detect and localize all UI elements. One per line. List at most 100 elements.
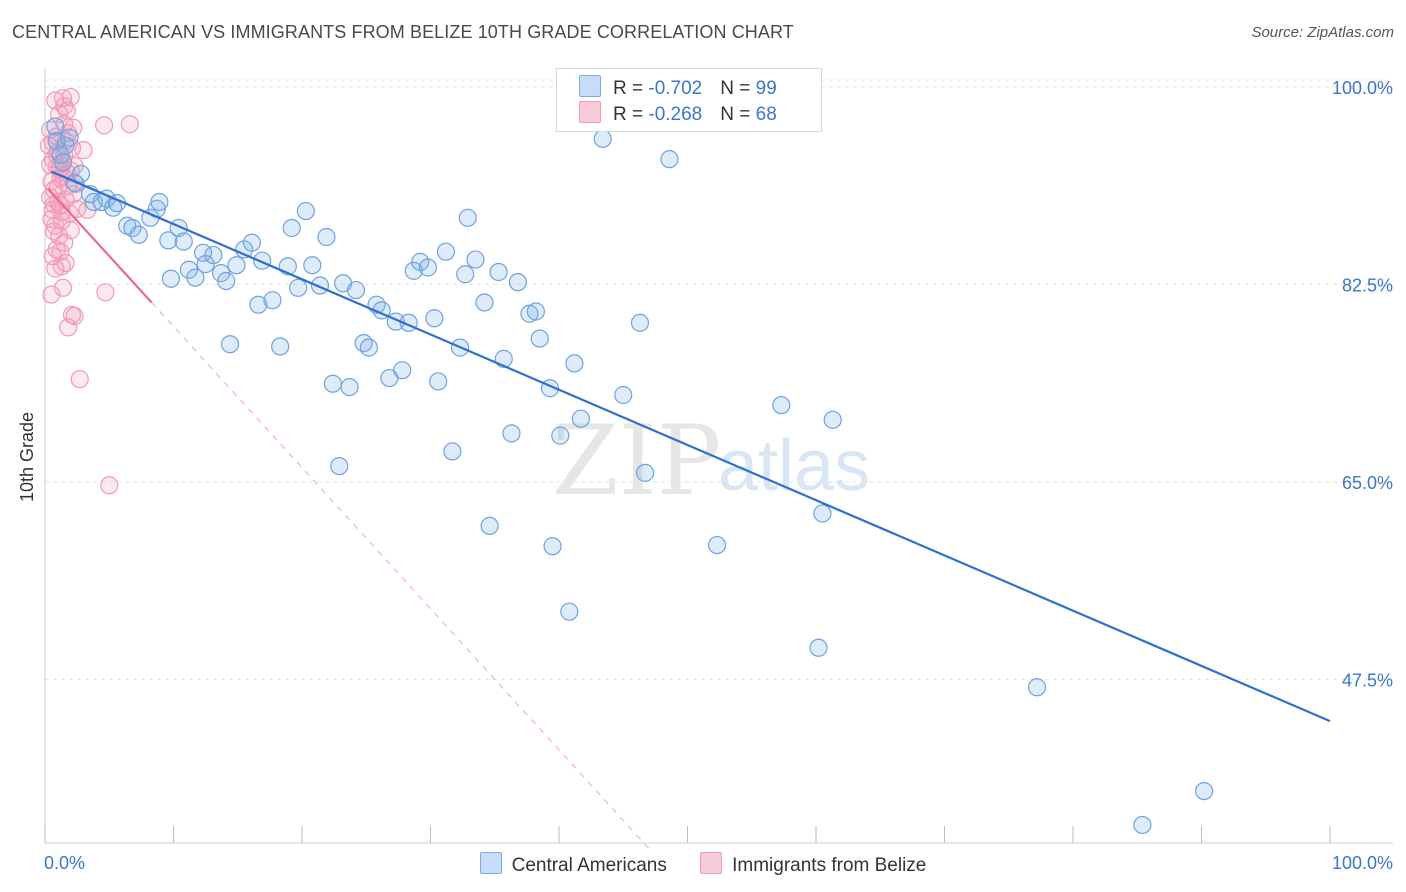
legend-item-central-americans[interactable]: Central Americans — [479, 852, 667, 877]
point-belize — [47, 240, 66, 259]
stats-legend: R = -0.702 N = 99 R = -0.268 N = 68 — [556, 68, 822, 132]
point-central — [543, 537, 562, 556]
point-central — [813, 504, 832, 523]
point-central — [630, 313, 650, 332]
point-belize — [96, 283, 115, 302]
point-central — [418, 258, 438, 277]
point-central — [150, 192, 169, 212]
legend-swatch-belize — [700, 852, 723, 874]
point-central — [593, 129, 612, 148]
r-value-central: -0.702 — [648, 78, 703, 99]
point-belize — [56, 253, 75, 273]
source-label: Source: ZipAtlas.com — [1251, 24, 1394, 41]
point-central — [456, 265, 475, 284]
point-central — [635, 463, 655, 482]
point-belize — [55, 97, 74, 116]
trend-line-central — [50, 170, 1331, 723]
point-central — [551, 426, 570, 445]
point-central — [161, 269, 181, 288]
trend-lines-dashed — [151, 302, 650, 850]
point-central — [46, 117, 65, 136]
legend-swatch-central — [579, 75, 601, 97]
point-central — [242, 233, 261, 252]
trend-line-belize-extension — [151, 302, 650, 850]
trend-line-belize — [46, 187, 153, 304]
point-belize — [44, 195, 64, 214]
point-central — [489, 262, 508, 282]
point-central — [660, 150, 679, 169]
point-central — [425, 309, 444, 328]
point-central — [174, 232, 193, 251]
point-central — [296, 201, 315, 221]
point-central — [560, 602, 579, 621]
point-central — [317, 227, 336, 247]
point-central — [1027, 678, 1047, 697]
legend-swatch-central — [479, 852, 502, 874]
point-central — [404, 261, 423, 280]
point-central — [186, 268, 205, 287]
series-legend: Central Americans Immigrants from Belize — [0, 852, 1406, 877]
r-label: R = — [613, 104, 649, 125]
point-central — [282, 218, 301, 238]
x-tick-label-max: 100.0% — [1332, 853, 1393, 873]
point-central — [393, 361, 412, 380]
point-central — [565, 354, 584, 373]
point-central — [53, 153, 73, 172]
x-tick-label-min: 0.0% — [44, 853, 85, 873]
point-central — [429, 372, 448, 391]
stats-legend-row-central: R = -0.702 N = 99 — [579, 75, 777, 101]
legend-label-belize: Immigrants from Belize — [732, 855, 927, 876]
watermark: ZIP atlas — [552, 405, 870, 517]
point-central — [526, 302, 545, 321]
point-belize — [65, 306, 84, 326]
point-central — [480, 516, 499, 536]
point-central — [475, 293, 494, 312]
point-belize — [46, 216, 65, 235]
legend-item-immigrants-from-belize[interactable]: Immigrants from Belize — [700, 852, 926, 877]
y-tick-label: 82.5% — [1342, 275, 1393, 295]
watermark-atlas: atlas — [718, 426, 870, 506]
n-value-central: 99 — [755, 78, 777, 99]
grid-lines — [45, 79, 1390, 680]
point-central — [129, 225, 148, 244]
point-central — [323, 374, 342, 393]
point-belize — [95, 116, 114, 135]
point-central — [220, 335, 240, 354]
point-central — [436, 242, 456, 261]
trend-lines — [46, 170, 1331, 723]
point-central — [263, 291, 282, 310]
point-belize — [120, 115, 139, 134]
point-central — [330, 456, 349, 476]
n-value-belize: 68 — [755, 104, 777, 125]
axes — [44, 68, 1393, 844]
legend-swatch-belize — [579, 101, 601, 123]
point-central — [123, 218, 142, 238]
point-central — [249, 295, 268, 314]
point-central — [530, 329, 549, 348]
point-central — [271, 337, 290, 356]
point-central — [458, 208, 477, 227]
point-central — [508, 273, 527, 292]
point-central — [809, 638, 828, 657]
legend-label-central: Central Americans — [511, 855, 667, 876]
r-label: R = — [613, 78, 649, 99]
point-central — [772, 396, 791, 415]
point-belize — [64, 118, 83, 137]
point-central — [466, 250, 485, 269]
y-tick-label: 47.5% — [1342, 670, 1393, 690]
n-label: N = — [720, 104, 756, 125]
point-central — [823, 410, 842, 429]
point-belize — [100, 476, 119, 495]
point-central — [359, 338, 378, 357]
point-central — [289, 278, 308, 297]
point-central — [571, 409, 590, 428]
point-central — [159, 231, 178, 250]
point-central — [227, 256, 246, 275]
y-axis-label: 10th Grade — [17, 412, 37, 502]
point-belize — [70, 370, 89, 389]
point-central — [303, 256, 322, 275]
point-central — [1194, 781, 1214, 801]
point-central — [502, 424, 521, 443]
y-tick-label: 65.0% — [1342, 473, 1393, 493]
